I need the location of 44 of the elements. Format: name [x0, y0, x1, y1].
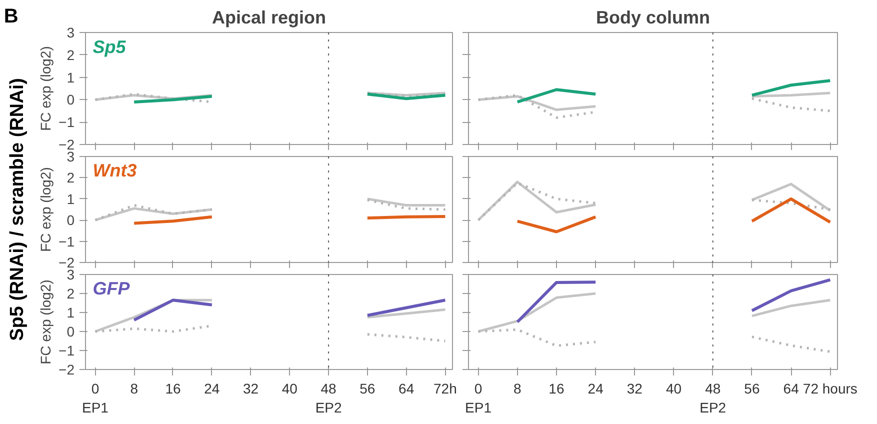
x-tick-label: 56 — [360, 380, 376, 396]
chart-title: Body column — [596, 8, 710, 28]
y-tick-label: 0 — [66, 212, 75, 228]
y-tick-label: −1 — [58, 233, 75, 250]
text: Sp5 (RNAi) / scramble (RNAi) — [7, 78, 28, 341]
y-tick-label: 0 — [66, 324, 75, 340]
x-tick-label: 64 — [398, 380, 414, 396]
y-axis-title: FC exp (log2) — [38, 167, 54, 252]
x-tick-label: 48 EP2 — [315, 380, 342, 416]
chart-subtitle: Wnt3 — [92, 160, 137, 181]
y-tick-label: 1 — [66, 190, 75, 207]
y-tick-label: 1 — [66, 69, 75, 86]
chart-subtitle: GFP — [92, 278, 131, 298]
x-tick-label: 48 EP2 — [700, 380, 726, 416]
y-tick-label: −2 — [58, 362, 75, 378]
y-tick-label: 2 — [66, 46, 75, 63]
x-tick-label: 16 — [165, 380, 181, 396]
x-tick-label: 0 EP1 — [82, 380, 109, 416]
x-tick-label: 72 hours — [802, 380, 858, 396]
x-tick-label: 16 — [548, 380, 564, 396]
x-tick-label: 56 — [744, 380, 760, 396]
y-tick-label: −1 — [58, 114, 75, 130]
y-tick-label: 0 — [66, 92, 75, 108]
x-tick-label: 8 — [513, 380, 522, 396]
x-tick-label: 40 — [666, 380, 682, 396]
y-axis-title: FC exp (log2) — [38, 46, 54, 131]
y-axis-title: FC exp (log2) — [38, 280, 54, 364]
text: B — [4, 6, 18, 28]
y-tick-label: 3 — [66, 24, 75, 40]
y-tick-label: −1 — [58, 342, 75, 358]
x-tick-label: 72h — [434, 380, 457, 396]
x-tick-label: 64 — [783, 380, 800, 396]
x-tick-label: 24 — [588, 380, 604, 396]
x-tick-label: 32 — [626, 380, 643, 396]
x-tick-label: 32 — [242, 380, 259, 396]
y-tick-label: 2 — [66, 170, 75, 186]
y-tick-label: 1 — [66, 304, 75, 320]
x-tick-label: 8 — [130, 380, 138, 396]
x-tick-label: 40 — [282, 380, 298, 396]
chart-subtitle: Sp5 — [92, 36, 127, 57]
x-tick-label: 0 EP1 — [465, 380, 492, 416]
y-tick-label: 2 — [66, 286, 75, 302]
chart-title: Apical region — [212, 8, 326, 28]
x-tick-label: 24 — [204, 380, 220, 396]
